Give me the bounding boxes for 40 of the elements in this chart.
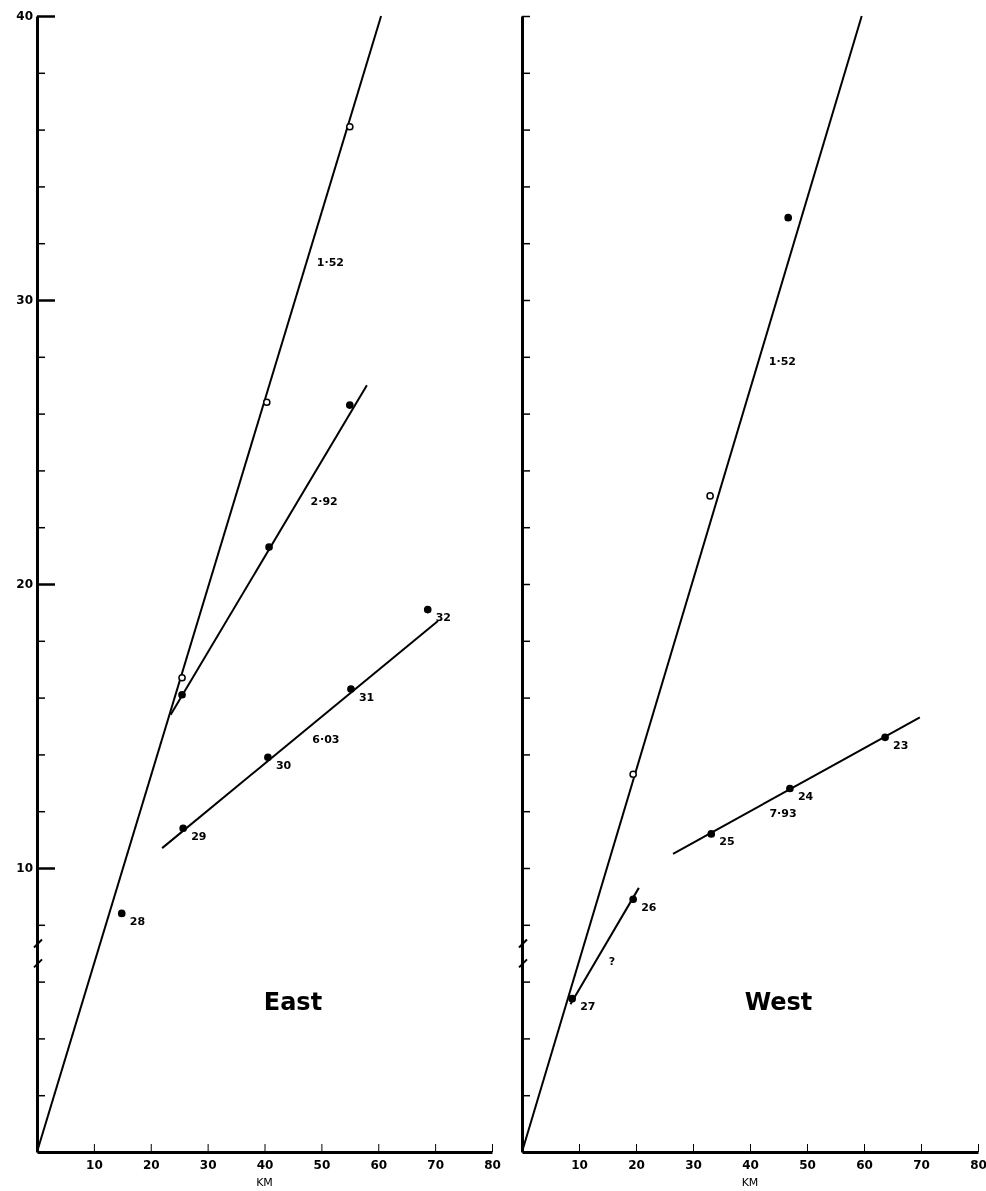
annotation: 25 — [719, 835, 735, 849]
x-tick-label: 60 — [370, 1158, 388, 1173]
y-tick-label: 40 — [16, 9, 33, 24]
annotation: 27 — [580, 1000, 596, 1014]
x-tick-label: 80 — [484, 1158, 501, 1173]
y-tick-label: 10 — [16, 861, 33, 876]
x-tick-label: 30 — [199, 1158, 217, 1173]
y-tick-label: 30 — [16, 293, 33, 308]
text: West — [744, 988, 813, 1016]
x-tick-label: 30 — [685, 1158, 702, 1173]
annotation: 23 — [893, 738, 909, 752]
annotation: 7·93 — [769, 807, 797, 821]
x-tick-label: 20 — [142, 1158, 160, 1173]
x-tick-label: 70 — [427, 1158, 444, 1173]
x-tick-label: 40 — [742, 1158, 759, 1173]
annotation: 31 — [358, 690, 375, 704]
x-tick-label: 10 — [86, 1158, 103, 1173]
x-tick-label: 50 — [313, 1158, 331, 1173]
annotation: ? — [608, 954, 616, 968]
x-tick-label: 10 — [571, 1158, 588, 1173]
x-axis-title: KM — [256, 1176, 273, 1189]
annotation: 29 — [191, 829, 207, 843]
annotation: 26 — [641, 900, 657, 914]
x-tick-label: 50 — [799, 1158, 816, 1173]
y-tick-label: 20 — [16, 577, 33, 592]
annotation: 1·52 — [316, 256, 344, 270]
x-tick-label: 70 — [913, 1158, 930, 1173]
annotation: 30 — [275, 758, 292, 772]
annotation: 2·92 — [310, 494, 338, 508]
x-tick-label: 80 — [970, 1158, 986, 1173]
annotation: 6·03 — [312, 733, 340, 747]
annotation: 1·52 — [768, 355, 796, 369]
annotation: 24 — [797, 789, 814, 803]
x-tick-label: 60 — [856, 1158, 873, 1173]
annotation: 32 — [435, 611, 452, 625]
x-tick-label: 20 — [628, 1158, 645, 1173]
annotation: 28 — [129, 914, 146, 928]
x-tick-label: 40 — [256, 1158, 274, 1173]
text: East — [263, 988, 323, 1016]
x-axis-title: KM — [741, 1176, 759, 1189]
